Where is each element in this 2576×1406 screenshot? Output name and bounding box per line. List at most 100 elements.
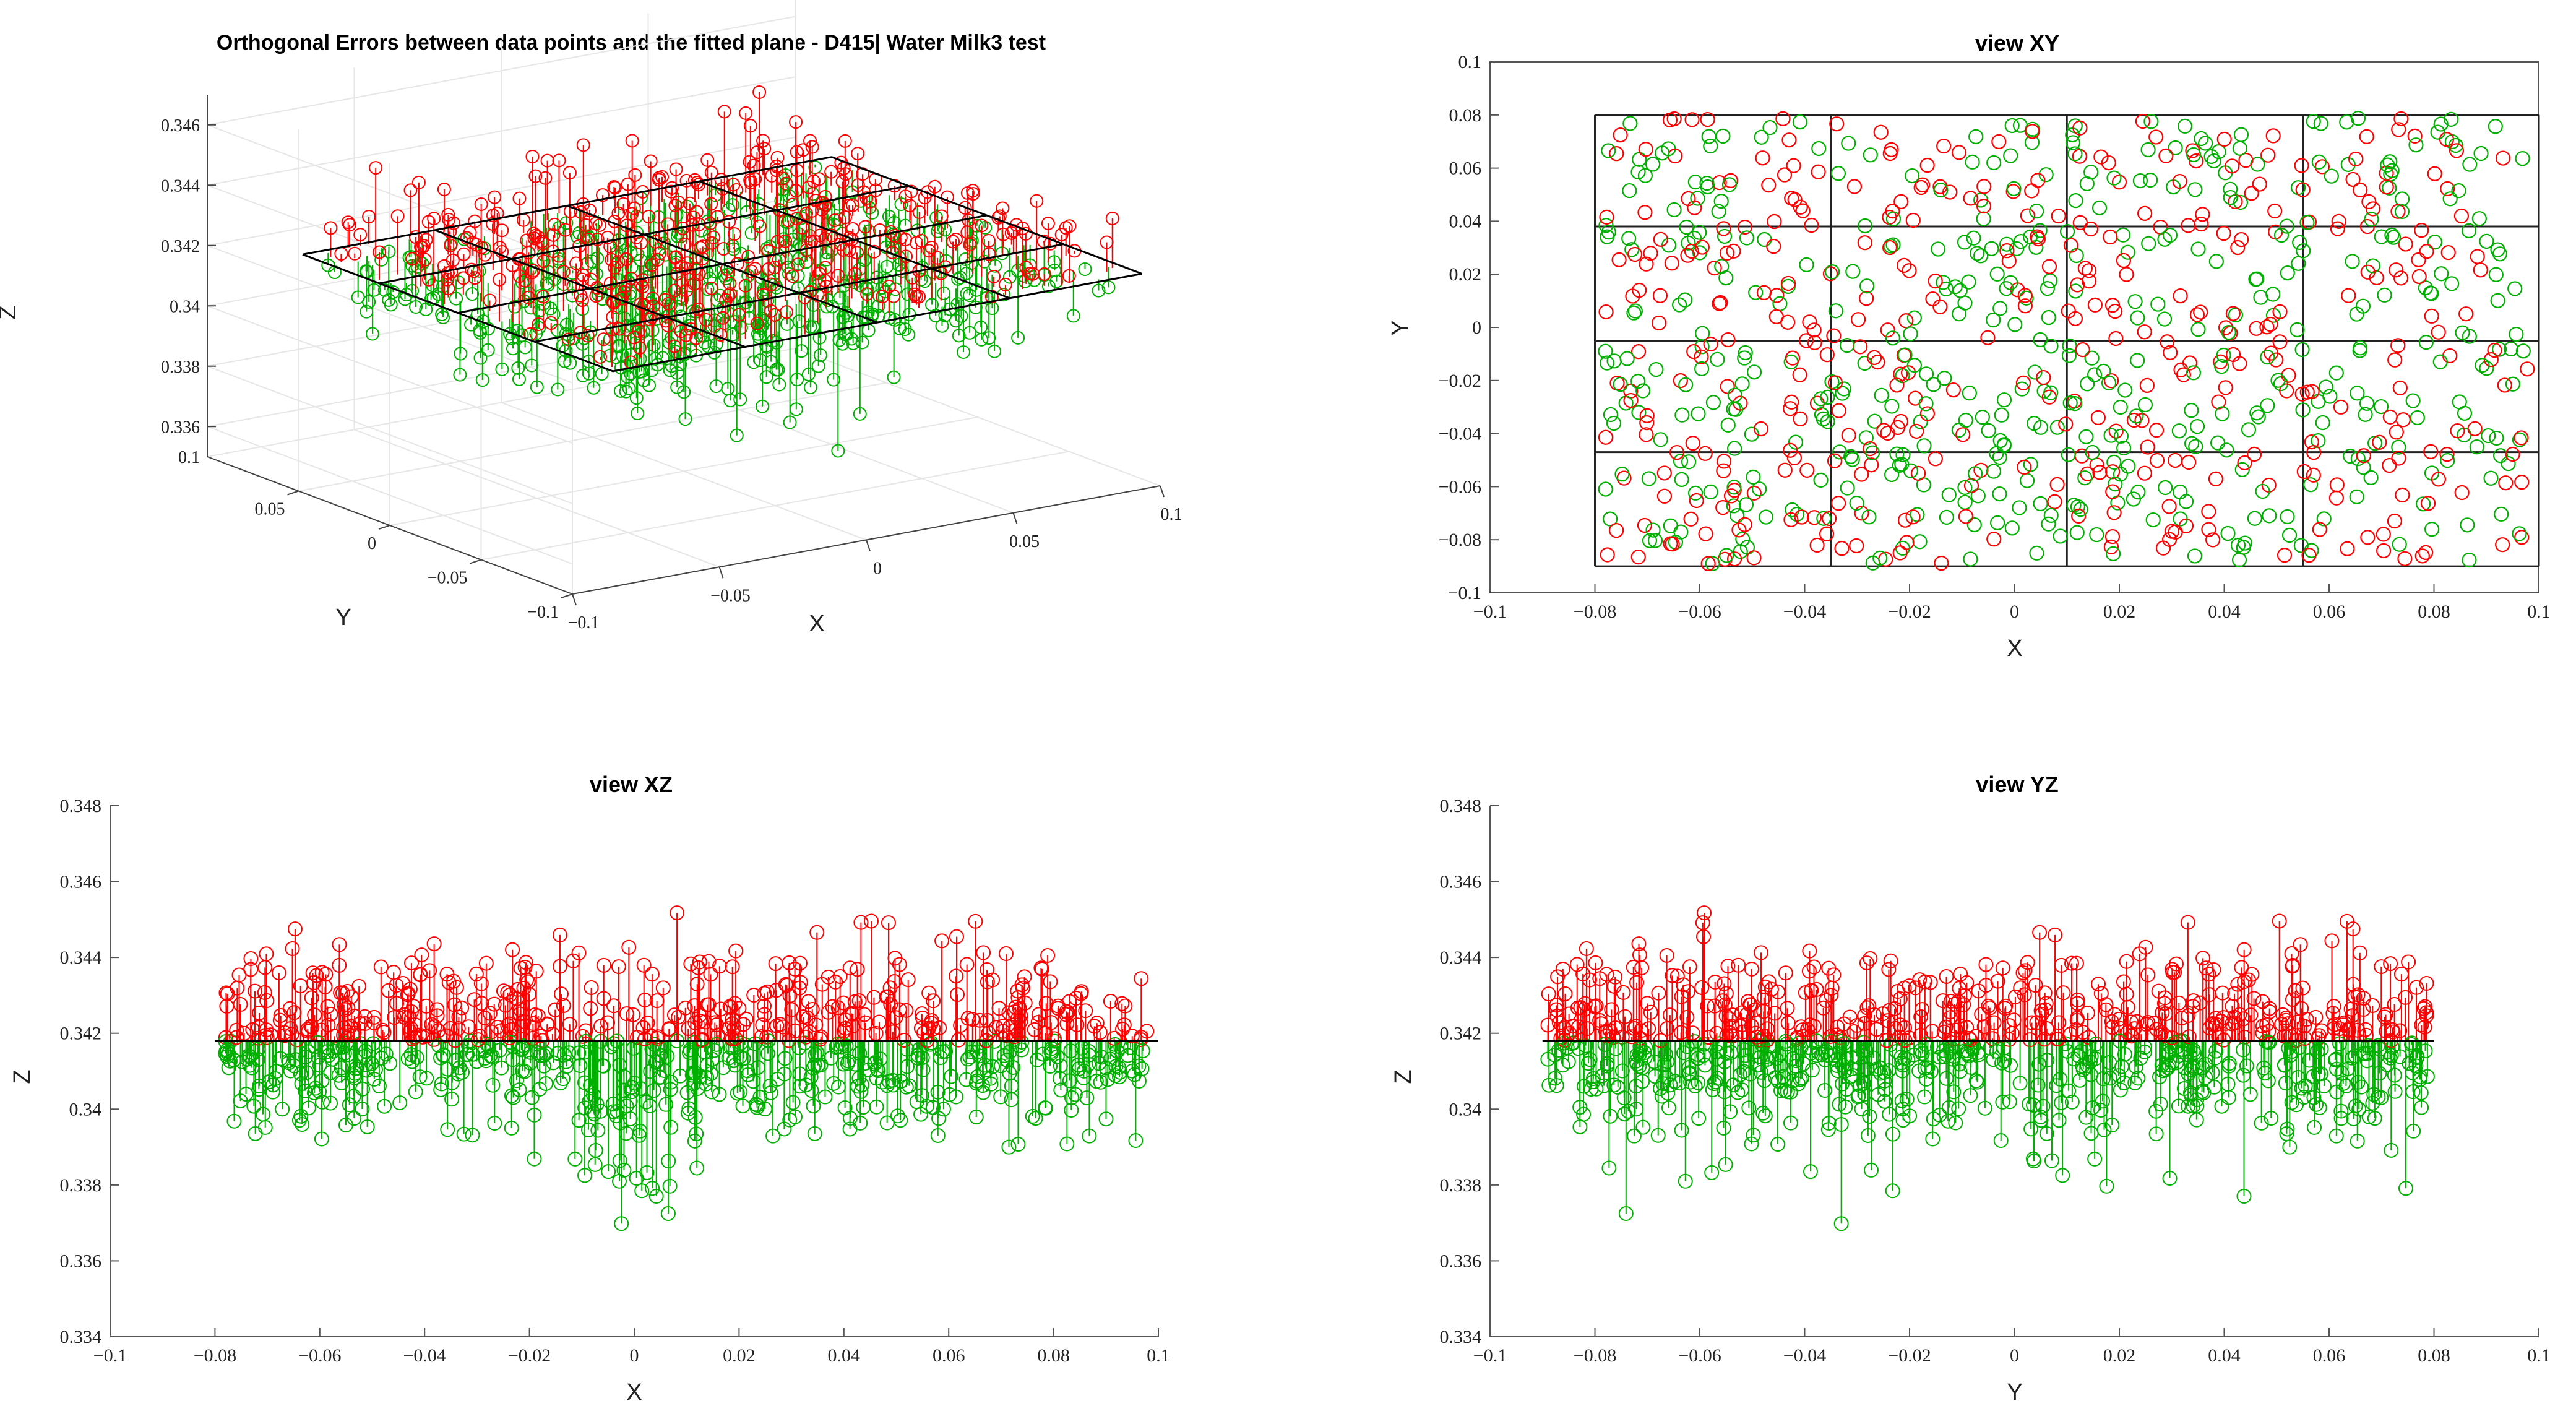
stem-marker-3d: [789, 184, 803, 198]
x-tick-label: 0: [2010, 602, 2019, 622]
xy-point: [1748, 285, 1764, 300]
xy-point: [2019, 473, 2035, 488]
xy-point: [1846, 179, 1863, 194]
stem-marker: [972, 1012, 988, 1028]
stem-marker-3d: [739, 106, 753, 120]
xy-point: [2379, 179, 2394, 195]
stem-marker: [821, 969, 836, 985]
stem-marker-3d: [949, 314, 963, 328]
stem-marker: [949, 1089, 964, 1105]
xy-point: [1799, 257, 1814, 272]
xy-point: [1794, 509, 1809, 525]
xy-point: [1895, 447, 1911, 462]
xy-point: [1681, 191, 1696, 207]
xy-point: [1645, 157, 1661, 172]
xy-point: [2349, 489, 2364, 504]
xy-point: [2129, 408, 2144, 424]
stem-marker: [930, 1084, 946, 1100]
stem-marker: [487, 1116, 502, 1131]
stem-marker: [1002, 1019, 1017, 1035]
xy-point: [1893, 194, 1909, 209]
xy-point: [1652, 288, 1668, 303]
stem-marker: [556, 1047, 572, 1063]
stem-marker: [837, 1024, 852, 1039]
stem-marker-3d: [589, 289, 603, 303]
xy-point: [1690, 191, 1705, 206]
xy-point: [1793, 411, 1808, 426]
xy-point: [2292, 235, 2307, 250]
stem-marker-3d: [386, 285, 400, 299]
xy-point: [2494, 506, 2509, 522]
stem-marker-3d: [700, 153, 715, 167]
xy-point: [1963, 551, 1978, 567]
xy-point: [1680, 248, 1695, 263]
stem-marker-3d: [566, 266, 580, 280]
floor-grid-y: [298, 382, 887, 492]
xy-point: [2113, 428, 2129, 444]
stem-marker-3d: [419, 233, 433, 247]
stem-marker: [2418, 999, 2433, 1014]
xy-point: [2495, 150, 2511, 166]
stem-marker: [486, 996, 502, 1012]
xy-point: [1687, 485, 1704, 501]
xy-point: [2479, 233, 2494, 249]
xy-point: [2471, 211, 2487, 226]
stem-marker: [281, 1053, 296, 1069]
stem-marker: [857, 1056, 872, 1071]
xy-point: [2272, 334, 2288, 350]
xy-point: [1609, 523, 1624, 538]
y-tick-label: 0.334: [60, 1327, 102, 1347]
stem-marker: [571, 945, 587, 960]
stem-marker-3d: [748, 172, 762, 186]
stem-marker: [494, 1060, 509, 1076]
stem-marker: [413, 967, 428, 983]
xy-point: [2029, 545, 2044, 561]
x-tick-label: 0.08: [2418, 602, 2450, 622]
stem-marker-3d: [853, 407, 867, 421]
xy-point: [2311, 154, 2327, 170]
stem-marker-3d: [750, 316, 764, 330]
xy-point: [2419, 244, 2434, 259]
xy-point: [2158, 148, 2174, 163]
xy-point: [1705, 395, 1721, 410]
xy-point: [2360, 530, 2376, 545]
xy-point: [2418, 280, 2433, 296]
stem-marker: [618, 1126, 634, 1141]
stem-marker: [1069, 991, 1084, 1006]
xy-point: [2374, 229, 2389, 244]
xy-point: [1911, 465, 1926, 481]
xy-point: [2345, 171, 2361, 188]
xy-point: [1672, 297, 1687, 313]
xy-point: [2130, 485, 2146, 500]
stem-marker-3d: [605, 322, 619, 337]
xy-point: [1637, 517, 1653, 533]
stem-marker: [1098, 1060, 1114, 1076]
xy-point: [2299, 215, 2315, 230]
xy-point: [1975, 409, 1990, 425]
stem-marker: [1114, 996, 1130, 1011]
xy-point: [2223, 181, 2238, 197]
xy-point: [1958, 509, 1974, 524]
xy-point: [1772, 296, 1788, 311]
x-tick: [866, 540, 871, 551]
xy-point: [1689, 493, 1704, 509]
stem-marker: [2064, 955, 2079, 971]
xy-point: [1761, 178, 1777, 193]
xy-point: [1639, 408, 1655, 423]
stem-marker-3d: [600, 230, 614, 244]
stem-marker: [622, 1111, 638, 1127]
stem-marker-3d: [348, 246, 362, 261]
xy-point: [1937, 371, 1952, 386]
xy-point: [2430, 124, 2445, 140]
xy-point: [2140, 142, 2156, 158]
xy-point: [1989, 446, 2004, 461]
stem-marker-3d: [495, 362, 509, 376]
stem-marker-3d: [622, 381, 636, 395]
xy-point: [1701, 129, 1717, 144]
xy-point: [2030, 229, 2045, 244]
stem-marker-3d: [607, 179, 621, 194]
side-wall-grid-z: [207, 124, 573, 263]
stem-marker-3d: [399, 288, 413, 302]
xy-point: [1999, 236, 2015, 252]
xy-point: [2208, 471, 2224, 487]
